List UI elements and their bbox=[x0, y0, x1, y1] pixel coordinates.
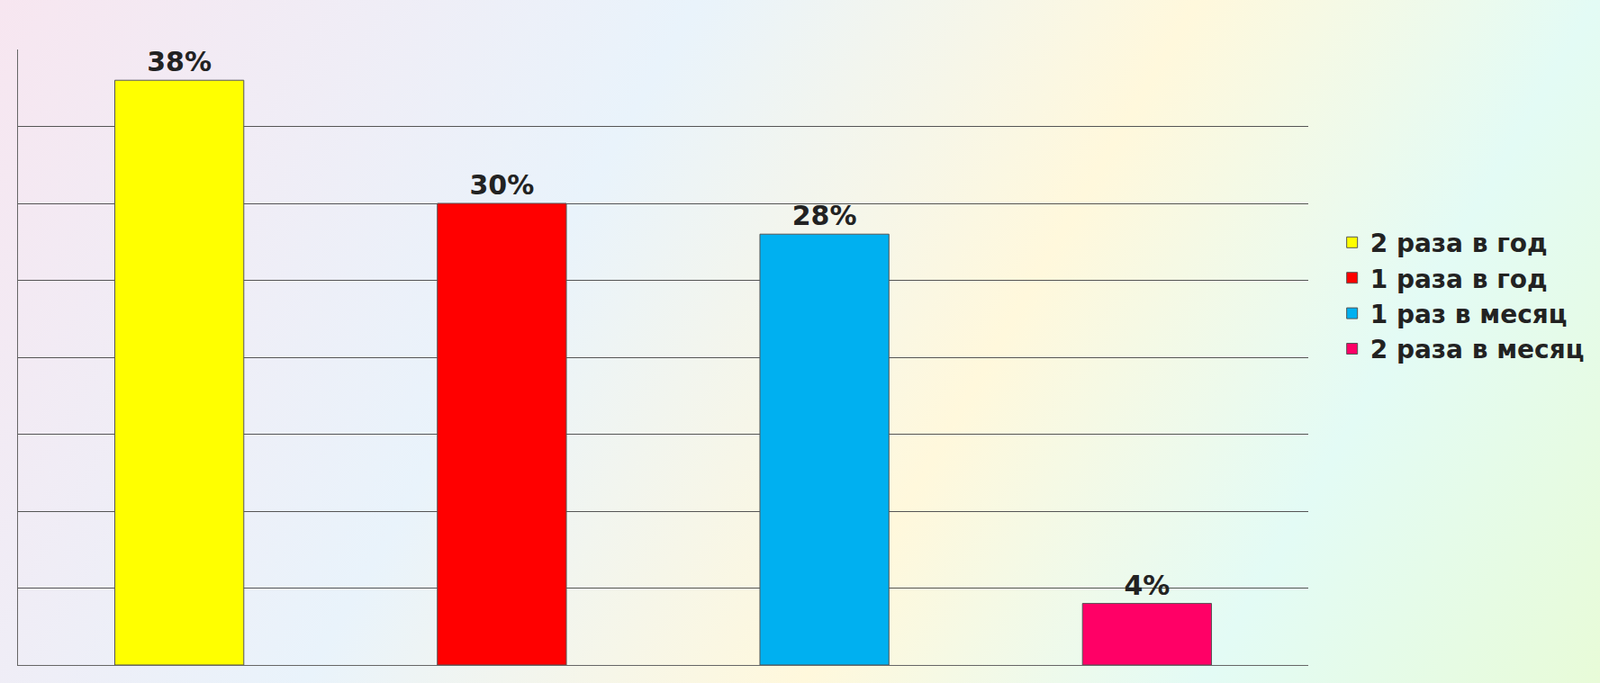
svg-text:4%: 4% bbox=[1123, 569, 1170, 602]
svg-text:1 раз в месяц: 1 раз в месяц bbox=[1370, 299, 1568, 330]
svg-text:1 раза в год: 1 раза в год bbox=[1370, 264, 1548, 295]
svg-text:38%: 38% bbox=[146, 45, 212, 78]
svg-text:28%: 28% bbox=[792, 199, 858, 232]
svg-text:2 раза в месяц: 2 раза в месяц bbox=[1370, 334, 1585, 365]
svg-text:2 раза в год: 2 раза в год bbox=[1370, 228, 1548, 259]
svg-text:30%: 30% bbox=[469, 169, 534, 201]
